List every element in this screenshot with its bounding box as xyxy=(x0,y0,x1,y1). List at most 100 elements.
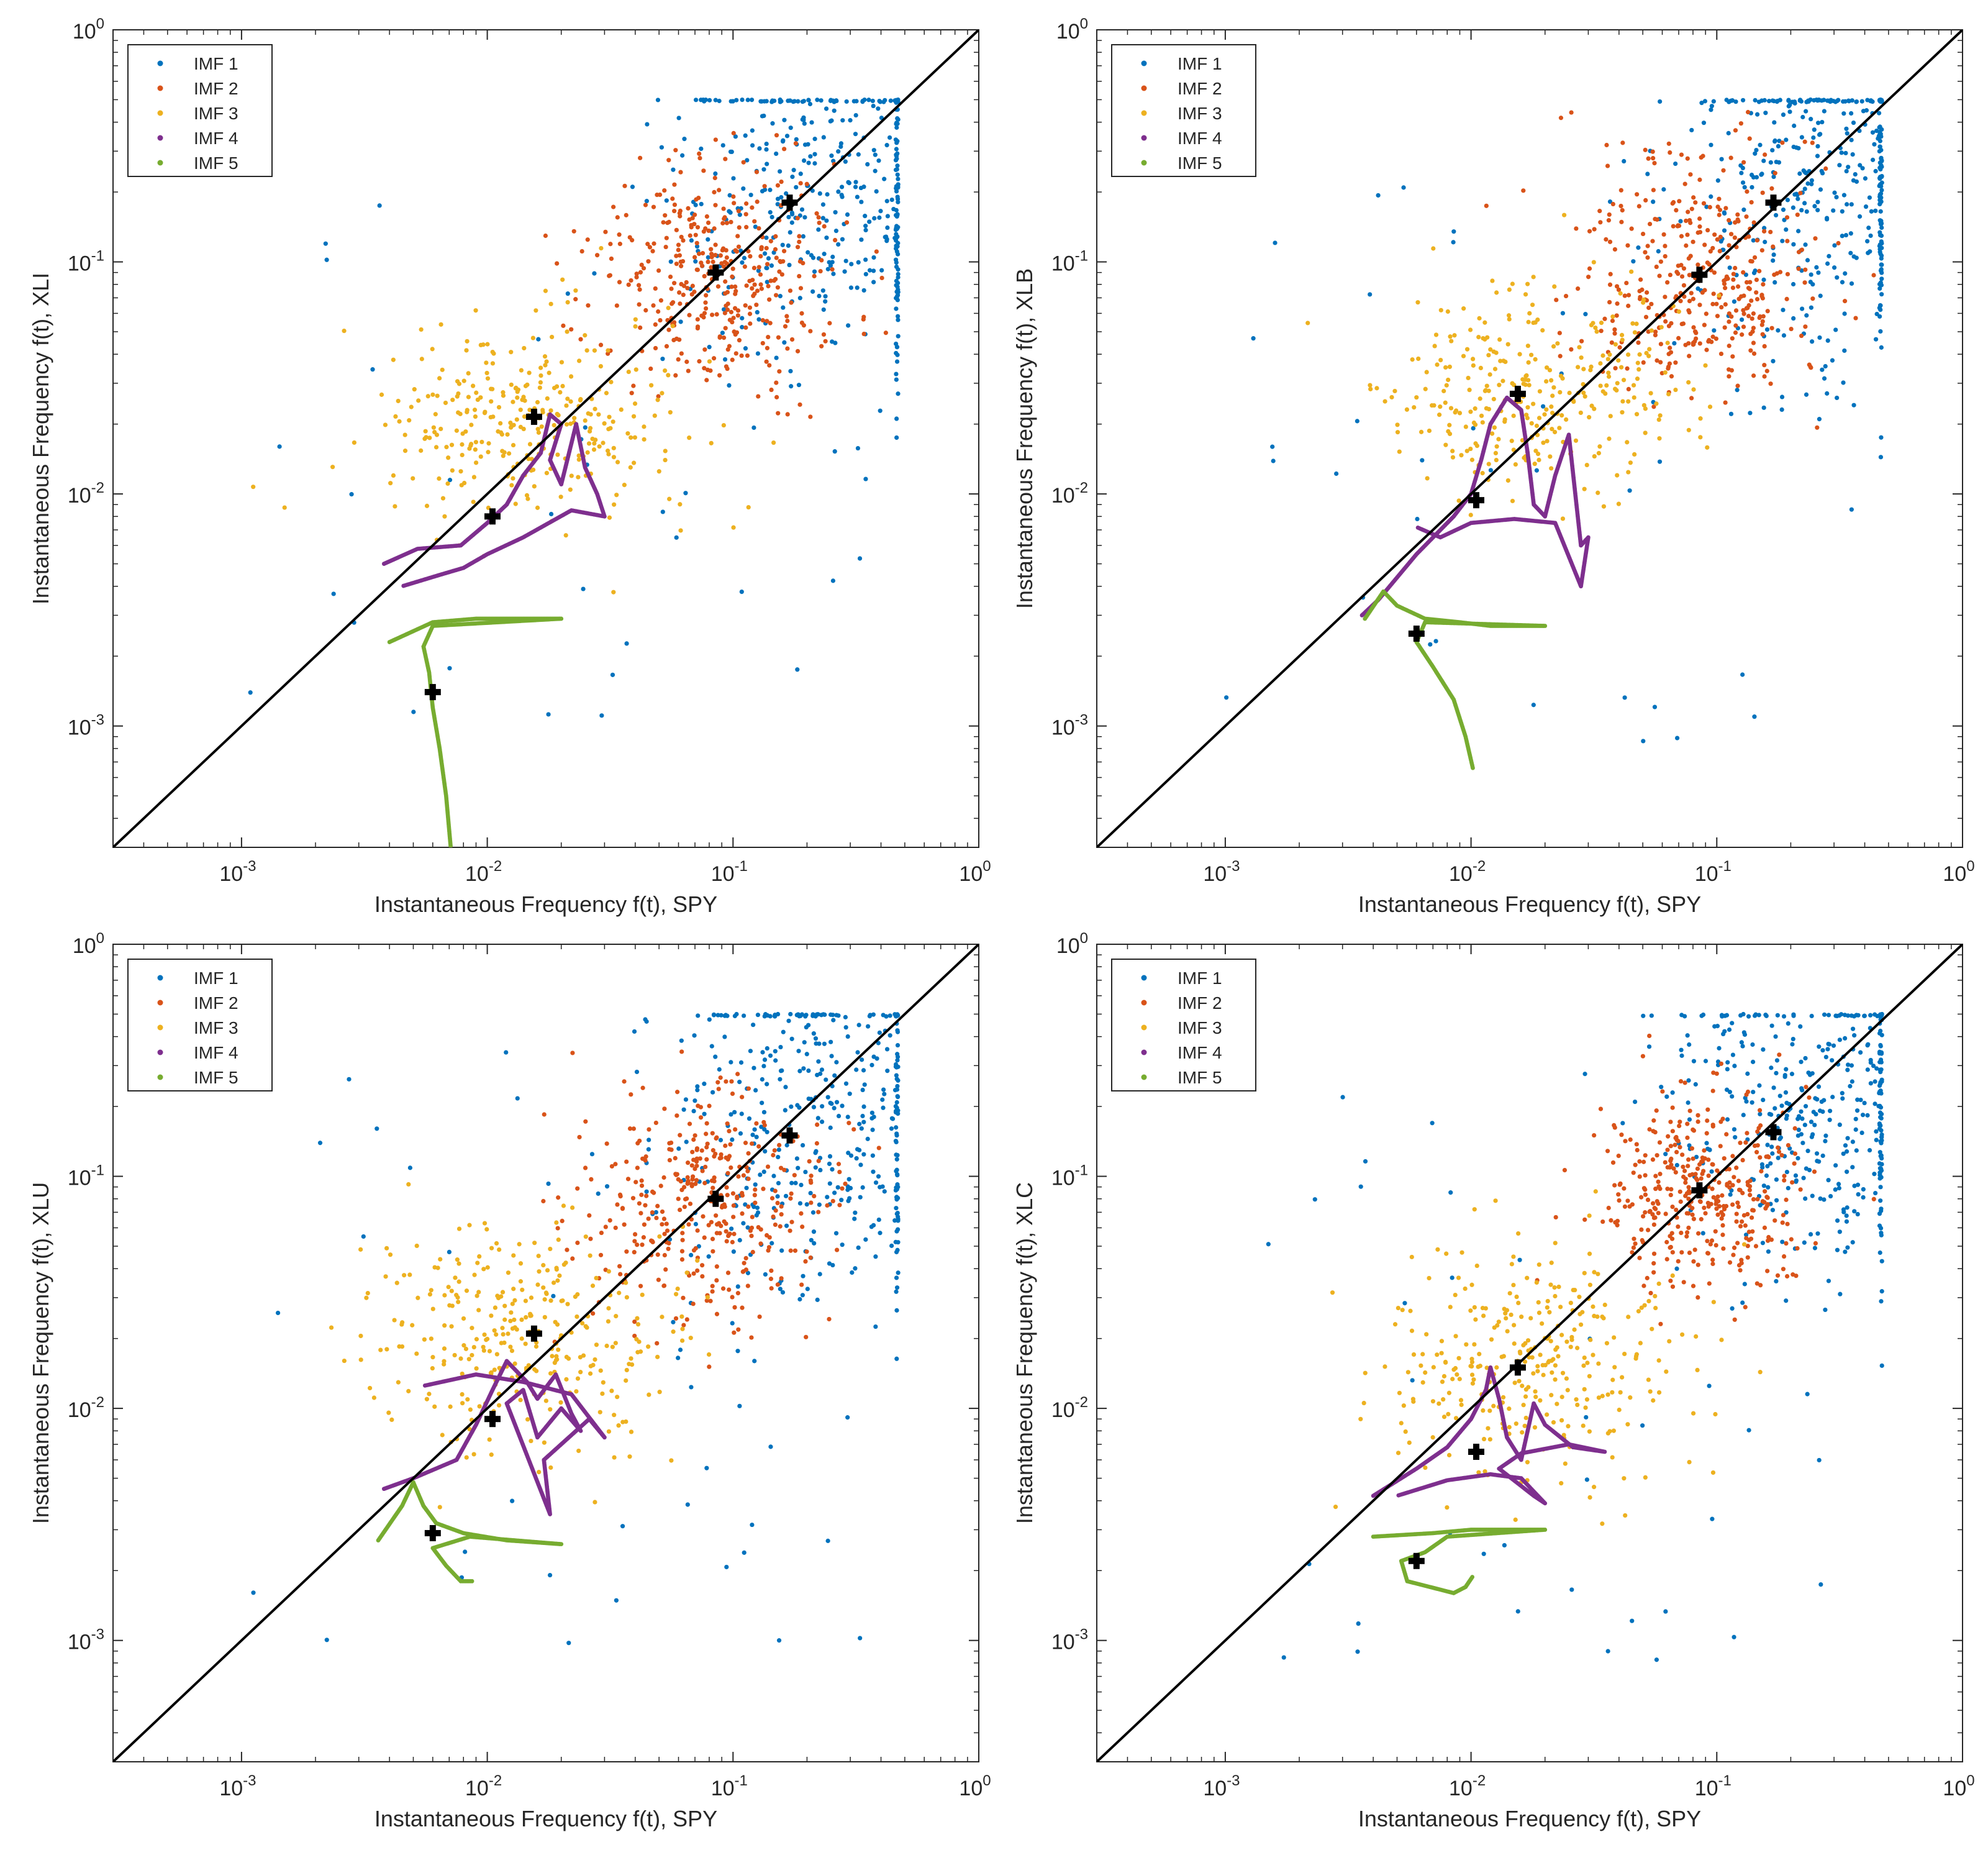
data-point xyxy=(555,384,560,389)
data-point xyxy=(694,240,699,245)
data-point xyxy=(1477,396,1482,401)
data-point xyxy=(434,432,440,437)
data-point xyxy=(695,225,701,230)
data-point xyxy=(836,149,841,154)
data-point xyxy=(606,427,611,432)
data-point xyxy=(682,1205,687,1210)
data-point xyxy=(1770,98,1775,103)
data-point xyxy=(1752,714,1757,719)
data-point xyxy=(728,219,733,225)
data-point xyxy=(501,393,506,398)
data-point xyxy=(739,353,744,358)
data-point xyxy=(827,1261,832,1266)
data-point xyxy=(1810,296,1815,301)
data-point xyxy=(1733,323,1738,328)
data-point xyxy=(558,494,563,499)
data-point xyxy=(894,341,899,347)
data-point xyxy=(691,1301,696,1306)
data-point xyxy=(722,215,727,220)
data-point xyxy=(1368,292,1373,297)
data-point xyxy=(653,345,658,351)
data-point xyxy=(717,335,722,340)
data-point xyxy=(1817,417,1822,422)
data-point xyxy=(474,390,479,395)
data-point xyxy=(575,1186,580,1191)
legend-box xyxy=(127,44,273,177)
data-point xyxy=(1626,386,1631,391)
data-point xyxy=(1844,168,1849,174)
data-point xyxy=(768,239,773,244)
data-point xyxy=(655,1203,660,1209)
data-point xyxy=(558,390,563,395)
data-point xyxy=(894,1289,899,1294)
data-point xyxy=(810,188,815,193)
data-point xyxy=(592,271,597,276)
data-point xyxy=(778,1077,783,1082)
data-point xyxy=(693,1246,698,1251)
data-point xyxy=(721,264,727,269)
data-point xyxy=(679,1249,685,1254)
data-point xyxy=(1620,410,1625,415)
data-point xyxy=(1843,99,1848,104)
data-point xyxy=(1415,525,1420,530)
data-point xyxy=(479,439,484,445)
data-point xyxy=(744,225,749,230)
data-point xyxy=(804,1249,809,1254)
data-point xyxy=(762,184,767,189)
data-point xyxy=(825,1195,830,1200)
data-point xyxy=(706,237,710,242)
data-point xyxy=(1613,342,1618,347)
data-point xyxy=(663,457,668,463)
data-point xyxy=(757,1314,762,1319)
data-point xyxy=(878,99,883,104)
data-point xyxy=(632,1250,637,1255)
data-point xyxy=(548,511,554,517)
data-point xyxy=(692,212,697,217)
data-point xyxy=(1792,123,1797,129)
data-point xyxy=(632,1232,638,1237)
data-point xyxy=(1668,272,1673,278)
data-point xyxy=(568,399,573,404)
data-point xyxy=(1523,382,1528,387)
data-point xyxy=(1748,280,1753,285)
data-point xyxy=(789,1219,794,1224)
data-point xyxy=(519,368,524,373)
data-point xyxy=(538,380,543,385)
data-point xyxy=(1732,299,1737,304)
data-point xyxy=(1851,178,1856,183)
data-point xyxy=(1482,388,1487,393)
data-point xyxy=(775,285,780,290)
data-point xyxy=(614,303,619,308)
data-point xyxy=(1863,204,1869,209)
data-point xyxy=(330,465,335,470)
data-point xyxy=(674,1113,679,1118)
data-point xyxy=(656,268,661,273)
data-point xyxy=(782,117,787,122)
data-point xyxy=(578,337,583,342)
data-point xyxy=(1830,358,1835,363)
data-point xyxy=(896,1216,901,1222)
data-point xyxy=(656,469,661,474)
data-point xyxy=(638,1211,643,1216)
data-point xyxy=(481,342,486,347)
data-point xyxy=(1689,127,1694,133)
data-point xyxy=(1877,125,1882,130)
data-point xyxy=(694,1147,699,1152)
data-point xyxy=(1710,301,1715,307)
data-point xyxy=(471,475,477,480)
data-point xyxy=(1679,234,1684,239)
data-point xyxy=(809,1200,814,1205)
data-point xyxy=(827,1161,832,1167)
data-point xyxy=(796,99,801,104)
data-point xyxy=(696,1103,701,1108)
data-point xyxy=(1636,204,1641,209)
data-point xyxy=(1840,234,1845,239)
data-point xyxy=(1712,270,1717,275)
data-point xyxy=(773,234,778,239)
data-point xyxy=(742,1550,747,1555)
data-point xyxy=(689,238,694,243)
data-point xyxy=(1527,311,1532,316)
data-point xyxy=(874,249,879,254)
data-point xyxy=(896,1270,901,1275)
data-point xyxy=(827,321,832,326)
